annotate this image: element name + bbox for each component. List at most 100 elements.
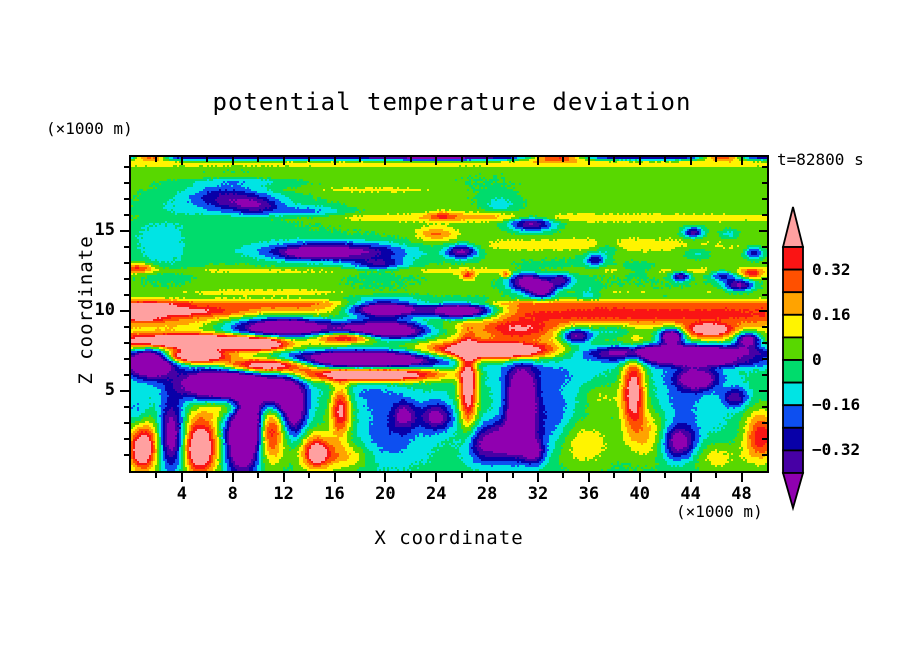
- y-minor-tick: [124, 261, 129, 264]
- y-minor-tick: [124, 293, 129, 296]
- colorbar-segment: [782, 404, 804, 429]
- right-tick: [759, 229, 767, 232]
- right-tick: [762, 245, 767, 248]
- y-minor-tick: [124, 341, 129, 344]
- x-major-tick: [486, 473, 489, 482]
- x-minor-tick: [715, 473, 718, 478]
- x-tick-label: 20: [375, 484, 396, 504]
- top-tick: [638, 157, 641, 165]
- x-tick-label: 24: [426, 484, 447, 504]
- right-tick: [759, 309, 767, 312]
- y-minor-tick: [124, 405, 129, 408]
- y-minor-tick: [124, 453, 129, 456]
- right-tick: [762, 277, 767, 280]
- right-tick: [762, 437, 767, 440]
- colorbar: [781, 206, 805, 512]
- top-tick: [257, 157, 260, 162]
- colorbar-tick-label: 0.32: [812, 259, 851, 279]
- right-tick: [762, 213, 767, 216]
- x-major-tick: [537, 473, 540, 482]
- top-tick: [562, 157, 565, 162]
- right-tick: [762, 357, 767, 360]
- x-major-tick: [384, 473, 387, 482]
- x-major-tick: [333, 473, 336, 482]
- top-tick: [689, 157, 692, 165]
- colorbar-tick-label: −0.32: [812, 440, 861, 460]
- x-tick-label: 12: [273, 484, 294, 504]
- right-tick: [762, 293, 767, 296]
- x-minor-tick: [257, 473, 260, 478]
- y-axis-units-label: (×1000 m): [46, 119, 133, 138]
- x-tick-label: 16: [324, 484, 345, 504]
- colorbar-segment: [782, 426, 804, 452]
- colorbar-segment: [782, 246, 804, 271]
- x-minor-tick: [664, 473, 667, 478]
- x-minor-tick: [511, 473, 514, 478]
- colorbar-tick-label: 0.16: [812, 304, 851, 324]
- x-minor-tick: [308, 473, 311, 478]
- x-major-tick: [587, 473, 590, 482]
- right-tick: [762, 197, 767, 200]
- y-minor-tick: [124, 373, 129, 376]
- x-axis-title: X coordinate: [374, 527, 524, 549]
- y-major-tick: [120, 229, 129, 232]
- plot-area: [129, 155, 769, 473]
- top-tick: [435, 157, 438, 165]
- x-minor-tick: [155, 473, 158, 478]
- x-tick-label: 44: [680, 484, 701, 504]
- colorbar-segment: [782, 313, 804, 339]
- right-tick: [759, 389, 767, 392]
- y-minor-tick: [124, 165, 129, 168]
- colorbar-tick-label: −0.16: [812, 395, 861, 415]
- x-tick-label: 48: [731, 484, 752, 504]
- colorbar-arrow-high: [781, 206, 805, 248]
- chart-title: potential temperature deviation: [212, 88, 692, 116]
- top-tick: [155, 157, 158, 162]
- right-tick: [762, 181, 767, 184]
- right-tick: [762, 421, 767, 424]
- top-tick: [409, 157, 412, 162]
- y-major-tick: [120, 389, 129, 392]
- y-tick-label: 15: [94, 219, 115, 240]
- x-tick-label: 4: [176, 484, 187, 504]
- x-axis-units-label: (×1000 m): [676, 502, 763, 521]
- x-major-tick: [689, 473, 692, 482]
- right-tick: [762, 325, 767, 328]
- right-tick: [762, 405, 767, 408]
- x-major-tick: [180, 473, 183, 482]
- top-tick: [180, 157, 183, 165]
- colorbar-segment: [782, 359, 804, 384]
- top-tick: [613, 157, 616, 162]
- y-major-tick: [120, 309, 129, 312]
- top-tick: [486, 157, 489, 165]
- x-minor-tick: [358, 473, 361, 478]
- x-minor-tick: [409, 473, 412, 478]
- top-tick: [537, 157, 540, 165]
- colorbar-tick-label: 0: [812, 350, 822, 369]
- top-tick: [384, 157, 387, 165]
- top-tick: [664, 157, 667, 162]
- right-tick: [762, 453, 767, 456]
- top-tick: [231, 157, 234, 165]
- colorbar-segment: [782, 336, 804, 361]
- right-tick: [762, 165, 767, 168]
- top-tick: [206, 157, 209, 162]
- x-major-tick: [740, 473, 743, 482]
- x-minor-tick: [562, 473, 565, 478]
- right-tick: [762, 261, 767, 264]
- x-tick-label: 28: [476, 484, 498, 504]
- y-minor-tick: [124, 357, 129, 360]
- x-major-tick: [638, 473, 641, 482]
- y-minor-tick: [124, 213, 129, 216]
- y-tick-label: 10: [94, 299, 115, 320]
- colorbar-segment: [782, 381, 804, 407]
- y-minor-tick: [124, 437, 129, 440]
- top-tick: [358, 157, 361, 162]
- x-tick-label: 32: [527, 484, 549, 504]
- right-tick: [762, 341, 767, 344]
- colorbar-segment: [782, 268, 804, 294]
- top-tick: [308, 157, 311, 162]
- y-minor-tick: [124, 421, 129, 424]
- x-tick-label: 8: [227, 484, 238, 504]
